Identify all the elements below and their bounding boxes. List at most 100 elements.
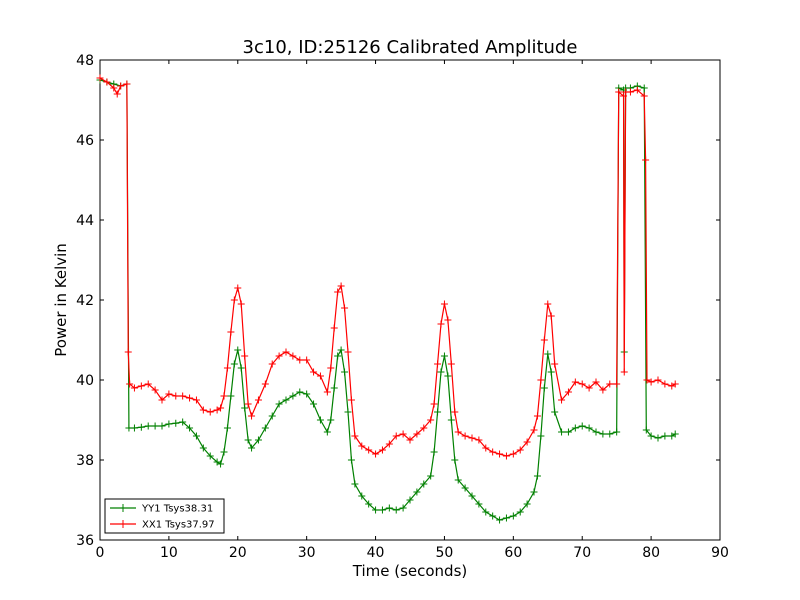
- data-point: [592, 428, 600, 436]
- x-tick-label: 10: [160, 545, 178, 561]
- data-point: [337, 346, 345, 354]
- data-point: [447, 360, 455, 368]
- data-point: [620, 92, 628, 100]
- data-point: [234, 284, 242, 292]
- data-point: [640, 92, 648, 100]
- data-point: [533, 472, 541, 480]
- legend: YY1 Tsys38.31 XX1 Tsys37.97: [104, 498, 225, 534]
- series-layer: [96, 74, 679, 524]
- data-point: [268, 360, 276, 368]
- data-point: [275, 400, 283, 408]
- data-point: [599, 386, 607, 394]
- data-point: [323, 388, 331, 396]
- data-point: [647, 378, 655, 386]
- data-point: [654, 376, 662, 384]
- data-point: [268, 412, 276, 420]
- data-point: [434, 360, 442, 368]
- data-point: [551, 360, 559, 368]
- y-tick-label: 36: [76, 533, 94, 549]
- data-point: [330, 384, 338, 392]
- data-point: [241, 352, 249, 360]
- data-point: [316, 416, 324, 424]
- data-point: [547, 312, 555, 320]
- data-point: [502, 514, 510, 522]
- data-point: [647, 432, 655, 440]
- data-point: [351, 432, 359, 440]
- legend-marker-yy1: [119, 504, 127, 512]
- data-point: [151, 422, 159, 430]
- data-point: [530, 488, 538, 496]
- data-point: [571, 378, 579, 386]
- data-point: [254, 396, 262, 404]
- x-tick-label: 80: [642, 545, 660, 561]
- data-point: [440, 352, 448, 360]
- data-point: [248, 412, 256, 420]
- data-point: [341, 368, 349, 376]
- data-point: [261, 380, 269, 388]
- data-point: [165, 420, 173, 428]
- series-line-0: [99, 79, 676, 521]
- data-point: [468, 434, 476, 442]
- data-point: [365, 500, 373, 508]
- data-point: [454, 428, 462, 436]
- data-point: [227, 392, 235, 400]
- data-point: [643, 376, 651, 384]
- data-point: [186, 424, 194, 432]
- data-point: [558, 396, 566, 404]
- data-point: [206, 452, 214, 460]
- axis-ticks: 0 10 20 30 40 50 60 70 80 90 36 38 40 42 44 46 48: [76, 53, 729, 561]
- data-point: [327, 416, 335, 424]
- x-tick-label: 70: [573, 545, 591, 561]
- data-point: [626, 88, 634, 96]
- data-point: [523, 500, 531, 508]
- data-point: [558, 428, 566, 436]
- data-point: [130, 424, 138, 432]
- data-point: [509, 512, 517, 520]
- data-point: [330, 324, 338, 332]
- y-axis-label: Power in Kelvin: [52, 243, 70, 357]
- data-point: [578, 380, 586, 388]
- data-point: [533, 412, 541, 420]
- legend-box: [104, 498, 225, 534]
- y-tick-label: 38: [76, 453, 94, 469]
- data-point: [230, 296, 238, 304]
- data-point: [110, 84, 118, 92]
- data-point: [540, 384, 548, 392]
- data-point: [296, 388, 304, 396]
- data-point: [502, 452, 510, 460]
- data-point: [427, 416, 435, 424]
- x-tick-label: 60: [504, 545, 522, 561]
- data-point: [661, 380, 669, 388]
- data-point: [530, 426, 538, 434]
- data-point: [113, 90, 121, 98]
- data-point: [378, 506, 386, 514]
- x-tick-label: 40: [367, 545, 385, 561]
- data-point: [544, 350, 552, 358]
- data-point: [103, 78, 111, 86]
- data-point: [585, 424, 593, 432]
- data-point: [489, 512, 497, 520]
- data-point: [124, 348, 132, 356]
- chart-title: 3c10, ID:25126 Calibrated Amplitude: [243, 37, 578, 58]
- data-point: [227, 328, 235, 336]
- data-point: [537, 432, 545, 440]
- data-point: [123, 80, 131, 88]
- data-point: [451, 408, 459, 416]
- data-point: [413, 430, 421, 438]
- data-point: [599, 430, 607, 438]
- data-point: [344, 408, 352, 416]
- data-point: [406, 496, 414, 504]
- data-point: [385, 440, 393, 448]
- data-point: [544, 300, 552, 308]
- data-point: [654, 434, 662, 442]
- data-point: [399, 504, 407, 512]
- data-point: [671, 380, 679, 388]
- data-point: [137, 382, 145, 390]
- data-point: [220, 448, 228, 456]
- data-point: [137, 423, 145, 431]
- data-point: [206, 408, 214, 416]
- data-point: [327, 364, 335, 372]
- data-point: [275, 352, 283, 360]
- data-point: [223, 364, 231, 372]
